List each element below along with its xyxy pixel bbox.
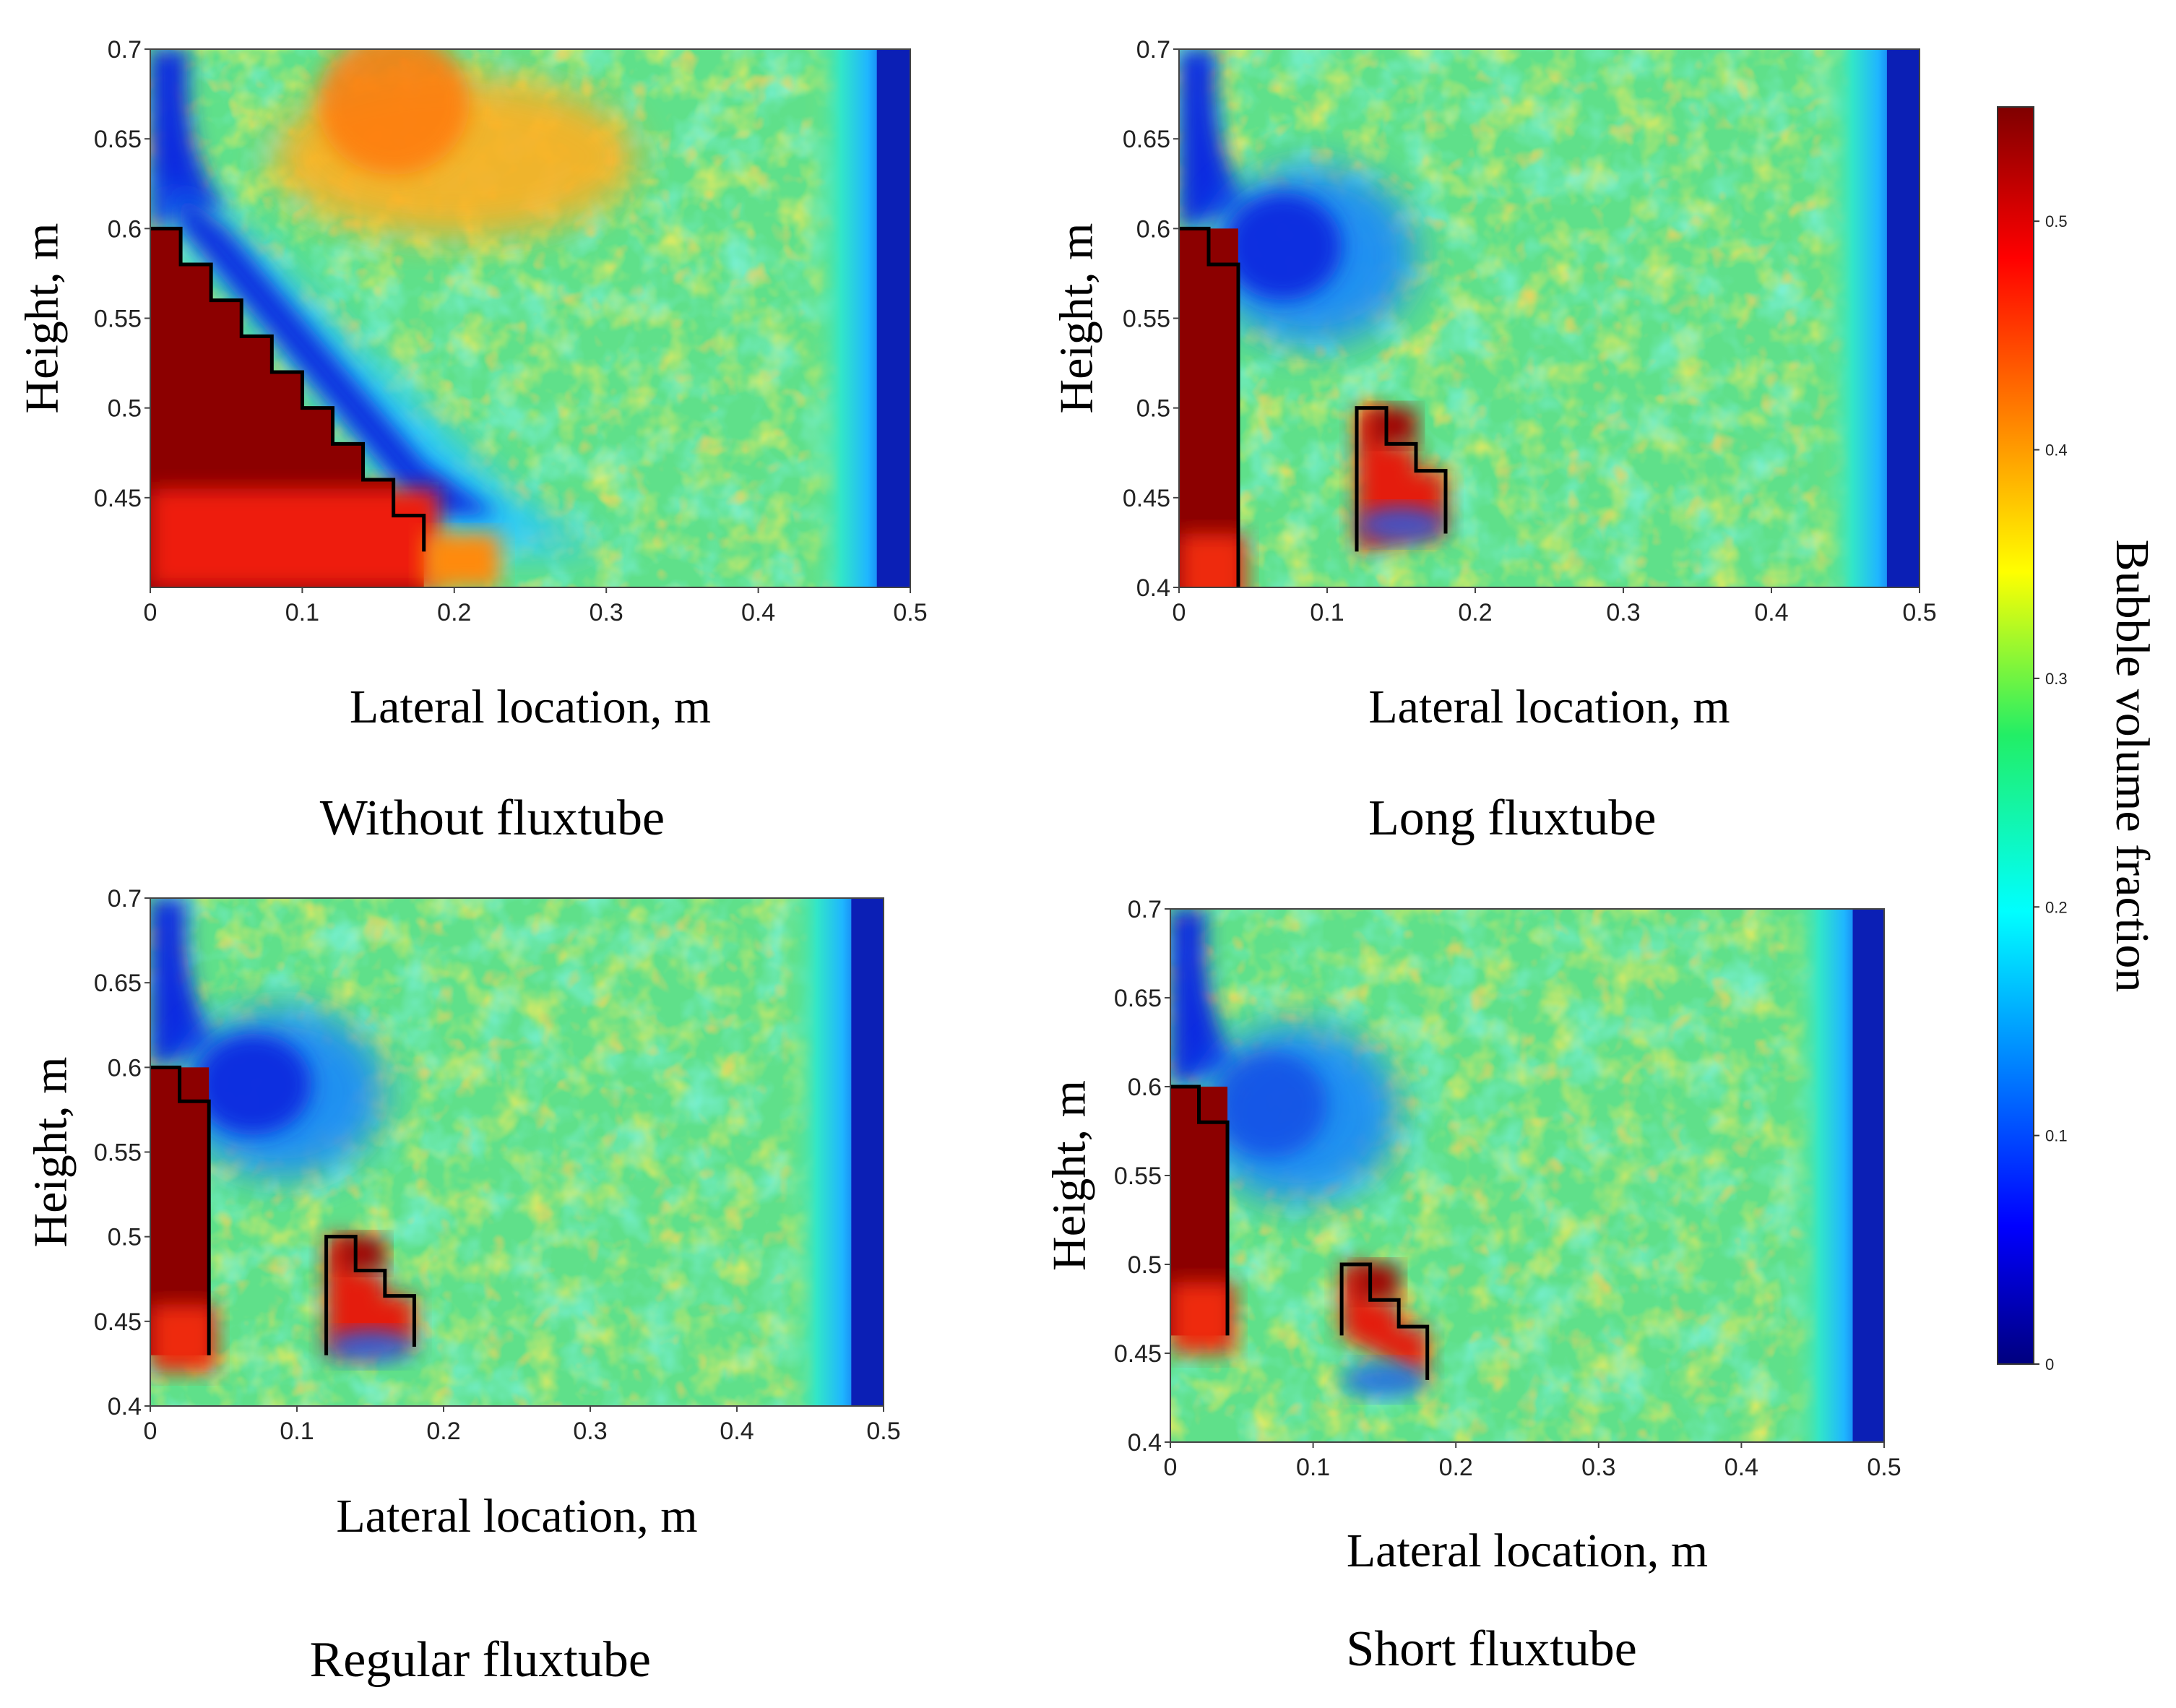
y-tick-label: 0.65 <box>94 970 142 997</box>
x-tick-label: 0.3 <box>590 599 623 626</box>
x-tick-label: 0 <box>144 599 157 626</box>
y-tick-label: 0.45 <box>1114 1340 1162 1368</box>
x-tick-label: 0.5 <box>866 1418 900 1445</box>
fluxtube-outline <box>150 226 426 552</box>
y-tick-label: 0.7 <box>108 885 142 913</box>
colorbar-tick-label: 0.4 <box>2045 441 2068 460</box>
colorbar-label: Bubble volume fraction <box>2106 540 2159 993</box>
colorbar-tick-label: 0.1 <box>2045 1127 2068 1145</box>
y-tick-label: 0.6 <box>1128 1074 1162 1101</box>
inner-fluxtube-outline <box>1355 406 1448 552</box>
panel-3: 0 0.1 0.2 0.3 0.4 0.5 0.4 0.45 0.5 0.55 0.6 0.65 0.7… <box>25 885 901 1688</box>
x-axis-label: Lateral location, m <box>336 1490 697 1543</box>
x-tick-label: 0.4 <box>741 599 775 626</box>
y-tick-label: 0.45 <box>94 485 142 512</box>
high-fraction-region <box>1179 228 1238 587</box>
y-tick-label: 0.65 <box>94 126 142 153</box>
x-tick-label: 0.4 <box>1754 599 1788 626</box>
y-tick-label: 0.5 <box>1128 1251 1162 1279</box>
inner-fluxtube-outline <box>1339 1262 1430 1380</box>
x-tick-label: 0 <box>1164 1454 1178 1481</box>
y-tick-label: 0.55 <box>1123 306 1170 333</box>
x-tick-label: 0.5 <box>1902 599 1936 626</box>
panel-caption: Without fluxtube <box>320 790 665 846</box>
heatmap-field <box>1179 49 1920 587</box>
y-tick-label: 0.55 <box>94 306 142 333</box>
colorbar-tick-label: 0.3 <box>2045 670 2068 688</box>
y-tick-label: 0.4 <box>108 1393 142 1420</box>
y-tick-label: 0.55 <box>1114 1163 1162 1190</box>
x-tick-label: 0.4 <box>1724 1454 1758 1481</box>
x-tick-label: 0.2 <box>1439 1454 1473 1481</box>
y-axis-label: Height, m <box>1043 1080 1096 1271</box>
y-tick-label: 0.45 <box>94 1308 142 1336</box>
x-tick-label: 0.1 <box>280 1418 314 1445</box>
x-tick-label: 0.4 <box>720 1418 754 1445</box>
y-tick-label: 0.45 <box>1123 485 1170 512</box>
x-tick-label: 0.2 <box>426 1418 460 1445</box>
heatmap-field <box>150 898 884 1406</box>
colorbar: 0 0.1 0.2 0.3 0.4 0.5 Bubble volume fraction <box>1997 106 2159 1373</box>
x-tick-label: 0.5 <box>1867 1454 1901 1481</box>
x-tick-label: 0.2 <box>437 599 471 626</box>
y-tick-label: 0.4 <box>1128 1429 1162 1457</box>
x-tick-label: 0.1 <box>285 599 319 626</box>
colorbar-tick-label: 0.2 <box>2045 898 2068 916</box>
y-tick-label: 0.7 <box>1128 896 1162 923</box>
y-tick-label: 0.65 <box>1114 985 1162 1012</box>
x-tick-label: 0.2 <box>1458 599 1492 626</box>
x-tick-label: 0.1 <box>1310 599 1344 626</box>
panel-caption: Long fluxtube <box>1368 790 1657 846</box>
x-tick-label: 0 <box>144 1418 157 1445</box>
y-tick-label: 0.55 <box>94 1139 142 1167</box>
y-tick-label: 0.5 <box>108 1224 142 1251</box>
panel-caption: Regular fluxtube <box>310 1632 651 1688</box>
fluxtube-outline <box>1170 1084 1230 1336</box>
colorbar-gradient <box>1997 106 2034 1365</box>
y-axis-label: Height, m <box>1050 223 1103 414</box>
x-tick-label: 0 <box>1173 599 1186 626</box>
x-tick-label: 0.3 <box>1581 1454 1615 1481</box>
panel-4: 0 0.1 0.2 0.3 0.4 0.5 0.4 0.45 0.5 0.55 0.6 0.65 0.7… <box>1043 896 1901 1677</box>
inner-fluxtube-outline <box>324 1235 416 1355</box>
y-axis-label: Height, m <box>25 1057 77 1248</box>
fluxtube-outline <box>1179 226 1240 587</box>
x-tick-label: 0.3 <box>573 1418 607 1445</box>
x-tick-label: 0.1 <box>1296 1454 1330 1481</box>
y-axis-label: Height, m <box>16 223 69 414</box>
x-tick-label: 0.5 <box>893 599 927 626</box>
y-tick-label: 0.65 <box>1123 126 1170 153</box>
y-tick-label: 0.4 <box>1136 574 1170 602</box>
panel-2: 0 0.1 0.2 0.3 0.4 0.5 0.4 0.45 0.5 0.55 0.6 0.65 0.7… <box>1050 36 1937 846</box>
y-tick-label: 0.7 <box>108 36 142 64</box>
x-axis-label: Lateral location, m <box>1368 681 1730 733</box>
y-tick-label: 0.6 <box>108 1054 142 1082</box>
x-axis-label: Lateral location, m <box>1347 1524 1708 1577</box>
y-tick-label: 0.7 <box>1136 36 1170 64</box>
panel-caption: Short fluxtube <box>1346 1621 1636 1677</box>
colorbar-tick-label: 0 <box>2045 1355 2054 1373</box>
colorbar-tick-label: 0.5 <box>2045 212 2068 230</box>
fluxtube-outline <box>150 1065 211 1355</box>
x-axis-label: Lateral location, m <box>350 681 711 733</box>
y-tick-label: 0.5 <box>108 395 142 423</box>
heatmap-field <box>150 49 910 587</box>
x-tick-label: 0.3 <box>1606 599 1640 626</box>
panel-1: 0 0.1 0.2 0.3 0.4 0.5 0.45 0.5 0.55 0.6 0.65 0.7 Lat… <box>16 36 928 846</box>
y-tick-label: 0.5 <box>1136 395 1170 423</box>
y-tick-label: 0.6 <box>108 215 142 243</box>
y-tick-label: 0.6 <box>1136 215 1170 243</box>
heatmap-field <box>1170 909 1884 1442</box>
